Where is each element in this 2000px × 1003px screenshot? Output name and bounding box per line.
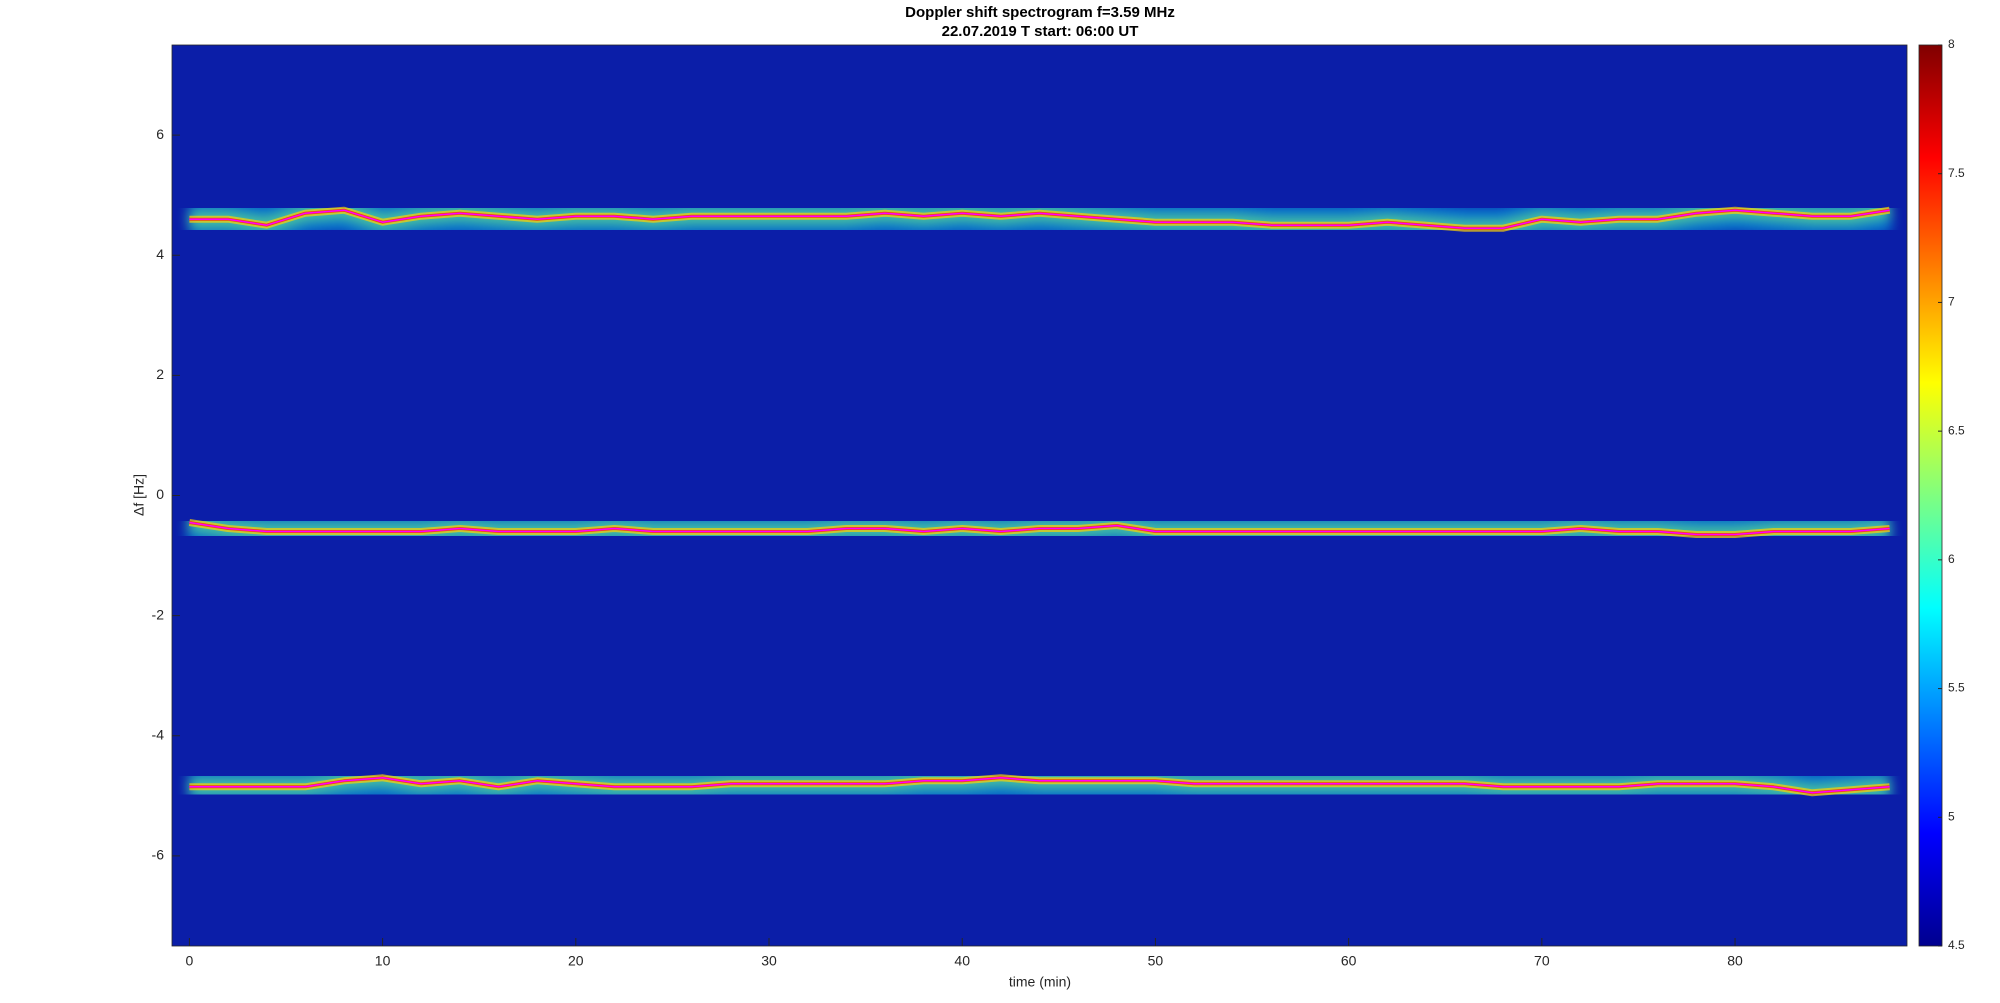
colorbar-tick-label: 7.5 — [1948, 166, 1965, 180]
x-axis-label: time (min) — [1009, 974, 1071, 990]
y-tick-label: 2 — [156, 366, 164, 382]
x-tick-label: 20 — [568, 953, 584, 969]
x-tick-label: 70 — [1534, 953, 1550, 969]
y-tick-label: 6 — [156, 126, 164, 142]
chart-title: Doppler shift spectrogram f=3.59 MHz — [905, 4, 1175, 21]
x-tick-label: 60 — [1341, 953, 1357, 969]
x-tick-label: 0 — [185, 953, 193, 969]
colorbar-tick-label: 8 — [1948, 37, 1955, 51]
y-tick-label: 0 — [156, 486, 164, 502]
colorbar-tick-label: 4.5 — [1948, 938, 1965, 952]
x-tick-label: 30 — [761, 953, 777, 969]
y-tick-label: -6 — [152, 847, 165, 863]
colorbar-tick-label: 5.5 — [1948, 681, 1965, 695]
trace-line — [189, 209, 1890, 229]
trace-line — [189, 777, 1890, 794]
y-tick-label: -2 — [152, 606, 165, 622]
colorbar-tick-label: 6 — [1948, 552, 1955, 566]
x-tick-label: 80 — [1727, 953, 1743, 969]
chart-subtitle: 22.07.2019 T start: 06:00 UT — [942, 23, 1139, 40]
x-tick-label: 50 — [1148, 953, 1164, 969]
trace-line — [189, 521, 1890, 536]
y-tick-label: 4 — [156, 246, 164, 262]
colorbar-tick-label: 7 — [1948, 295, 1955, 309]
y-axis-label: Δf [Hz] — [131, 474, 147, 516]
colorbar-tick-label: 6.5 — [1948, 423, 1965, 437]
x-tick-label: 40 — [954, 953, 970, 969]
colorbar-tick-label: 5 — [1948, 809, 1955, 823]
x-tick-label: 10 — [375, 953, 391, 969]
plot-background — [172, 45, 1907, 946]
y-tick-label: -4 — [152, 726, 165, 742]
colorbar — [1918, 44, 1943, 947]
